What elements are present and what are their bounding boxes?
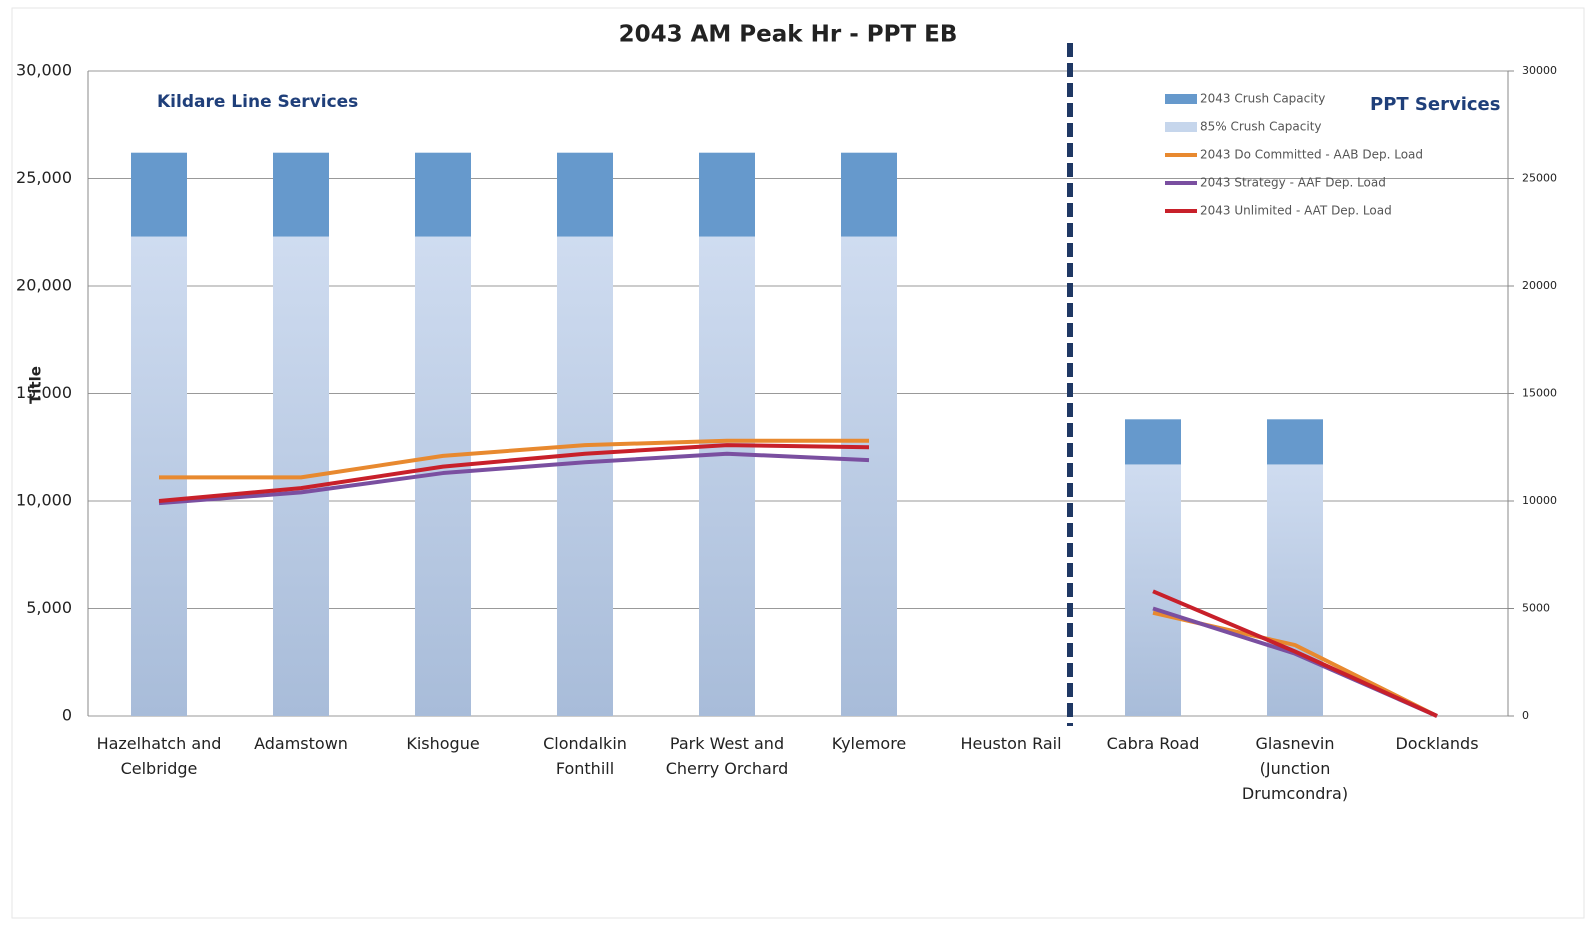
y2-tick-label: 10000: [1522, 494, 1557, 507]
y2-tick-label: 15000: [1522, 387, 1557, 400]
bar: [841, 152, 897, 237]
x-tick-label: Heuston Rail: [960, 734, 1062, 753]
x-tick-label: Clondalkin Fonthill: [543, 734, 627, 778]
bar: [1267, 464, 1323, 716]
bar: [415, 152, 471, 237]
frame: [11, 7, 1585, 919]
legend-label: 85% Crush Capacity: [1200, 120, 1322, 134]
y2-tick-label: 20000: [1522, 279, 1557, 292]
bar: [1125, 464, 1181, 716]
x-tick-label: Kylemore: [831, 734, 907, 753]
bar: [1267, 419, 1323, 465]
y-axis-title: Title: [27, 366, 45, 404]
bar: [557, 236, 613, 717]
bar: [1125, 419, 1181, 465]
chart-title: 2043 AM Peak Hr - PPT EB: [619, 22, 958, 48]
legend-label: 2043 Crush Capacity: [1200, 92, 1325, 106]
x-tick-label: Cabra Road: [1106, 734, 1200, 753]
bar: [699, 236, 755, 717]
x-tick-label: Adamstown: [254, 734, 348, 753]
y2-tick-label: 0: [1522, 709, 1529, 722]
bar: [557, 152, 613, 237]
bar: [273, 152, 329, 237]
legend-swatch: [1165, 94, 1197, 104]
x-tick-label: Hazelhatch and Celbridge: [96, 734, 222, 778]
y2-tick-label: 30000: [1522, 64, 1557, 77]
y-tick-label: 15,000: [16, 383, 72, 402]
bar: [131, 152, 187, 237]
y-tick-label: 10,000: [16, 491, 72, 510]
legend-label: 2043 Unlimited - AAT Dep. Load: [1200, 204, 1392, 218]
x-tick-label: Docklands: [1395, 734, 1479, 753]
annotation: Kildare Line Services: [157, 92, 358, 112]
y-tick-label: 5,000: [26, 598, 72, 617]
legend-label: 2043 Strategy - AAF Dep. Load: [1200, 176, 1386, 190]
y2-tick-label: 5000: [1522, 602, 1550, 615]
y-tick-label: 20,000: [16, 276, 72, 295]
legend-swatch: [1165, 122, 1197, 132]
bar: [699, 152, 755, 237]
y-tick-label: 0: [62, 706, 72, 725]
y2-tick-label: 25000: [1522, 172, 1557, 185]
x-tick-label: Glasnevin (Junction Drumcondra): [1241, 734, 1349, 803]
legend-label: 2043 Do Committed - AAB Dep. Load: [1200, 148, 1423, 162]
x-tick-label: Kishogue: [406, 734, 480, 753]
annotation: PPT Services: [1370, 94, 1500, 115]
line-series: [158, 443, 1438, 718]
y-tick-label: 25,000: [16, 168, 72, 187]
line-series: [158, 451, 1438, 718]
x-tick-label: Park West and Cherry Orchard: [665, 734, 789, 778]
bar: [841, 236, 897, 717]
y-tick-label: 30,000: [16, 61, 72, 80]
